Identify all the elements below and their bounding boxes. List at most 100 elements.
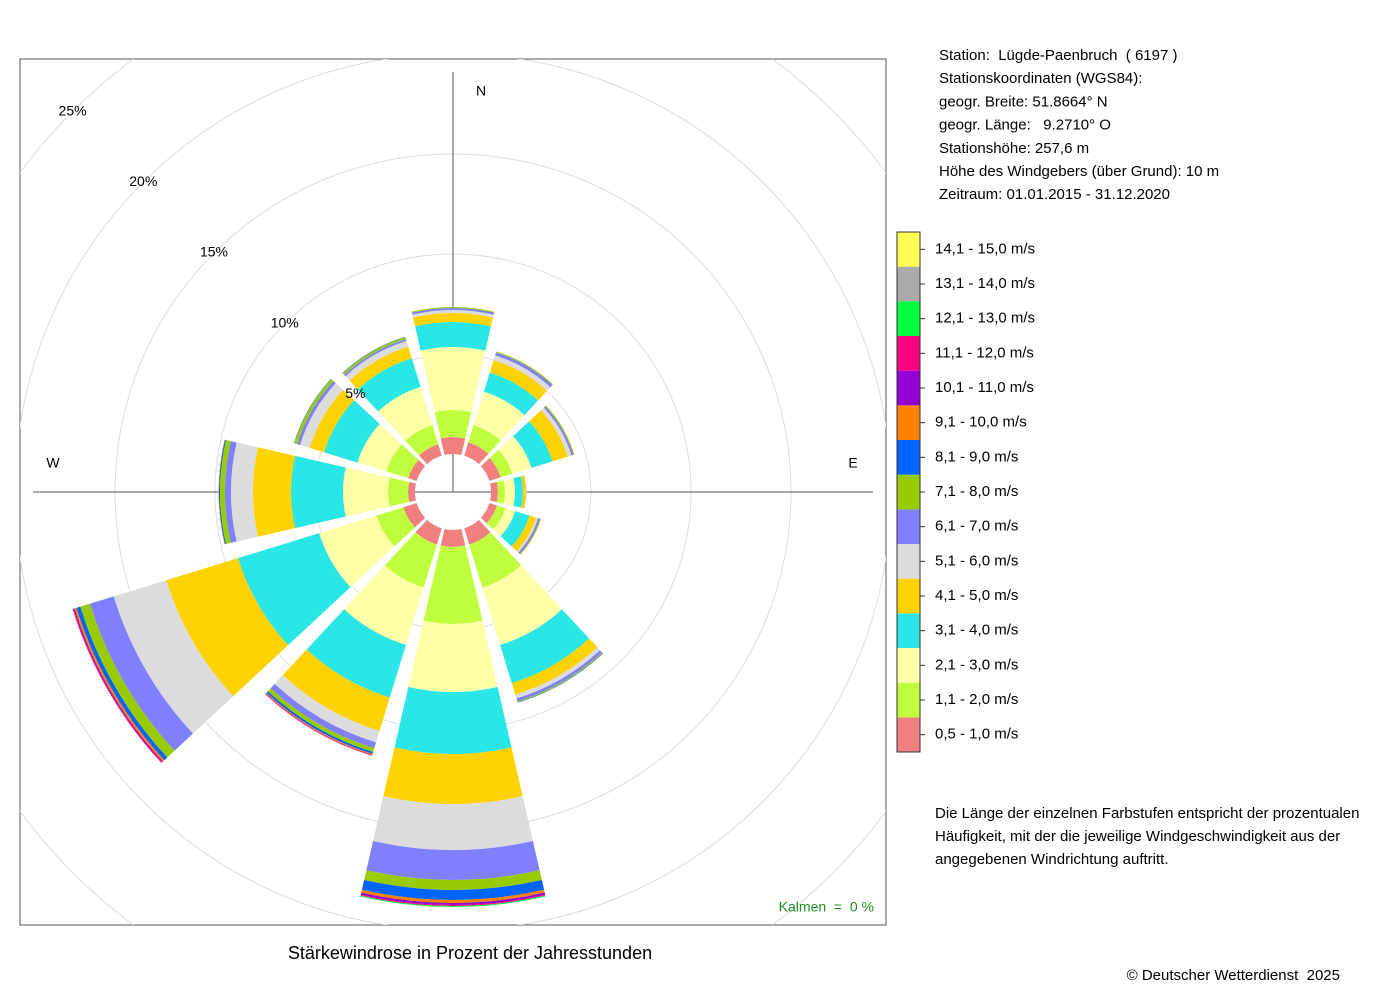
sector-segment <box>408 481 416 503</box>
sector-segment <box>386 444 419 479</box>
legend-label: 9,1 - 10,0 m/s <box>935 414 1027 431</box>
sector-segment <box>468 425 501 454</box>
r-tick-label: 15% <box>200 244 228 260</box>
sector-segment <box>489 449 513 478</box>
sector-segment <box>480 457 501 481</box>
legend-label: 2,1 - 3,0 m/s <box>935 656 1018 673</box>
legend-label: 5,1 - 6,0 m/s <box>935 552 1018 569</box>
sector-segment <box>383 747 523 804</box>
legend-swatch <box>897 336 920 371</box>
sector-segment <box>274 675 380 743</box>
sector-segment <box>408 620 498 692</box>
legend-swatch <box>897 370 920 406</box>
station-info: geogr. Länge: 9.2710° O <box>939 117 1111 134</box>
sector-segment <box>270 683 376 749</box>
station-info: Zeitraum: 01.01.2015 - 31.12.2020 <box>939 186 1170 203</box>
sector-segment <box>473 391 525 441</box>
sector-segment <box>291 455 346 529</box>
sector-segment <box>490 481 499 503</box>
sector-segment <box>440 529 466 547</box>
sector-segment <box>360 892 546 905</box>
sector-segment <box>495 352 553 388</box>
sector-segment <box>518 518 540 554</box>
sector-segment <box>412 310 494 318</box>
r-tick-label: 20% <box>129 173 157 189</box>
sector-segment <box>89 596 193 751</box>
description: Häufigkeit, mit der die jeweilige Windge… <box>935 828 1340 845</box>
sector-segment <box>511 515 537 552</box>
sector-segment <box>344 339 407 377</box>
r-tick-label: 10% <box>271 314 299 330</box>
sector-segment <box>294 379 334 445</box>
sector-segment <box>469 532 522 588</box>
sector-segment <box>252 447 296 537</box>
sector-segment <box>500 511 530 547</box>
sector-segment <box>440 436 466 455</box>
sector-segment <box>361 879 545 900</box>
sector-segment <box>480 503 497 524</box>
sector-segment <box>516 517 539 553</box>
sector-segment <box>511 638 598 695</box>
legend-label: 6,1 - 7,0 m/s <box>935 518 1018 535</box>
legend-swatch <box>897 682 920 718</box>
legend-label: 1,1 - 2,0 m/s <box>935 691 1018 708</box>
legend-label: 4,1 - 5,0 m/s <box>935 587 1018 604</box>
legend-swatch <box>897 509 920 544</box>
sector-segment <box>493 508 516 537</box>
sector-segment <box>515 647 601 699</box>
sector-segment <box>405 425 439 456</box>
sector-segment <box>349 346 412 390</box>
sector-segment <box>411 308 495 315</box>
sector-segment <box>483 372 539 416</box>
sector-segment <box>345 340 409 381</box>
sector-segment <box>80 603 175 758</box>
labels: 5% 10% 15% 20% 25% N E W <box>46 83 857 471</box>
station-info: Stationshöhe: 257,6 m <box>939 140 1089 157</box>
legend-swatch <box>897 440 920 475</box>
sector-segment <box>413 313 493 327</box>
station-info: geogr. Breite: 51.8664° N <box>939 93 1108 110</box>
sector-segment <box>224 441 237 543</box>
sector-segment <box>489 360 547 401</box>
sector-segment <box>403 503 426 528</box>
sector-segment <box>394 686 512 754</box>
legend-label: 12,1 - 13,0 m/s <box>935 310 1035 327</box>
sector-segment <box>496 480 505 504</box>
sector-segment <box>267 688 375 752</box>
legend-swatch <box>897 717 920 752</box>
sector-segment <box>218 439 225 545</box>
sector-segment <box>513 421 553 468</box>
sector-segment <box>434 409 472 439</box>
sector-segment <box>513 476 523 508</box>
legend-swatch <box>897 405 920 440</box>
sector-segment <box>364 870 542 890</box>
sector-segment <box>219 439 231 545</box>
sector-segment <box>360 894 546 906</box>
legend-label: 0,5 - 1,0 m/s <box>935 726 1018 743</box>
sector-segment <box>323 400 380 463</box>
legend-swatch <box>897 578 920 614</box>
sector-segment <box>411 307 495 313</box>
sector-segment <box>486 505 506 530</box>
legend-swatch <box>897 266 920 302</box>
chart-title: Stärkewindrose in Prozent der Jahresstun… <box>288 943 652 963</box>
sector-segment <box>113 580 234 734</box>
sector-segment <box>543 406 574 456</box>
sector-segment <box>357 423 402 472</box>
sector-segment <box>166 558 289 697</box>
sector-segment <box>361 889 545 903</box>
sector-segment <box>237 533 351 646</box>
sector-segment <box>519 518 541 555</box>
sector-segment <box>521 475 526 509</box>
legend-swatch <box>897 648 920 683</box>
legend-swatch <box>897 613 920 648</box>
sector-segment <box>418 444 442 465</box>
legend-swatch <box>897 474 920 510</box>
sector-segment <box>503 478 515 506</box>
sector-segment <box>500 609 590 684</box>
sector-segment <box>529 410 568 462</box>
sector-segment <box>378 386 433 441</box>
sector-segment <box>342 467 390 517</box>
legend-label: 3,1 - 4,0 m/s <box>935 622 1018 639</box>
direction-label: E <box>848 455 857 471</box>
